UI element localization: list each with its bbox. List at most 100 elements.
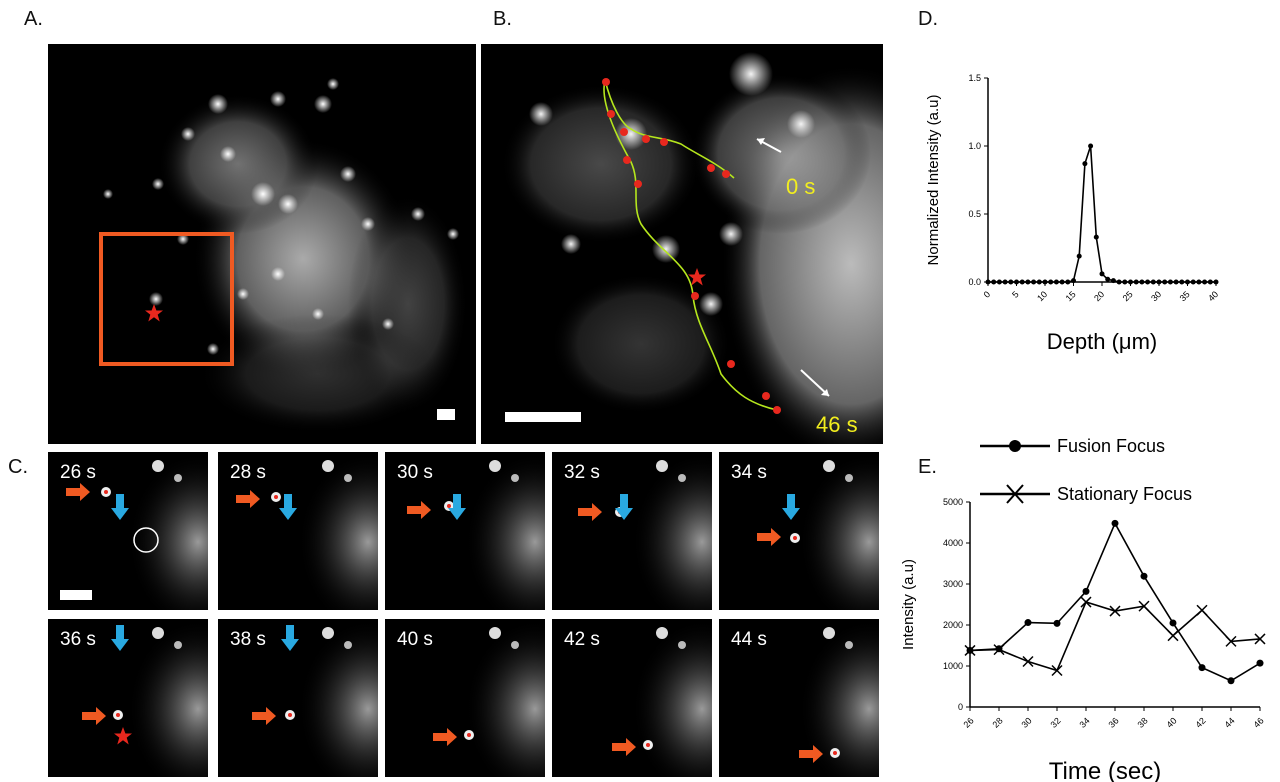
data-point xyxy=(964,644,976,656)
timelapse-frame: 32 s xyxy=(552,452,712,610)
data-point xyxy=(1173,279,1179,285)
x-tick-label: 10 xyxy=(1035,289,1049,303)
bright-spot xyxy=(489,460,501,472)
data-point xyxy=(1059,279,1065,285)
timelapse-frame: 36 s xyxy=(48,619,208,777)
bright-spot xyxy=(845,474,853,482)
bright-spot xyxy=(656,460,668,472)
data-point xyxy=(1080,596,1092,608)
y-tick-label: 3000 xyxy=(943,579,963,589)
y-tick-label: 5000 xyxy=(943,497,963,507)
x-tick-label: 42 xyxy=(1194,716,1208,730)
data-point xyxy=(1082,161,1088,167)
data-point xyxy=(1093,234,1099,240)
orange-arrow-icon xyxy=(578,503,602,521)
data-point xyxy=(1053,619,1061,627)
x-tick-label: 28 xyxy=(991,716,1005,730)
data-point xyxy=(1133,279,1139,285)
data-point xyxy=(1048,279,1054,285)
y-tick-label: 4000 xyxy=(943,538,963,548)
x-axis-label: Time (sec) xyxy=(1049,758,1161,782)
blue-arrow-icon xyxy=(279,494,297,520)
blue-arrow-icon xyxy=(448,494,466,520)
x-tick-label: 46 xyxy=(1252,716,1266,730)
bright-spot xyxy=(845,641,853,649)
red-dot-marker xyxy=(288,713,292,717)
data-point xyxy=(1071,278,1076,284)
x-tick-label: 44 xyxy=(1223,716,1237,730)
data-point xyxy=(1053,279,1059,285)
y-tick-label: 0 xyxy=(958,702,963,712)
cell-glow xyxy=(632,452,712,610)
blue-arrow-icon xyxy=(111,625,129,651)
blue-arrow-icon xyxy=(281,625,299,651)
frame-timestamp: 34 s xyxy=(731,462,767,483)
data-point xyxy=(1065,279,1071,285)
bright-spot xyxy=(344,474,352,482)
panel-label-c: C. xyxy=(8,456,28,478)
legend-label: Stationary Focus xyxy=(1057,484,1192,504)
panel-label-b: B. xyxy=(493,8,512,30)
cell-glow xyxy=(128,452,208,610)
legend-label: Fusion Focus xyxy=(1057,436,1165,456)
cell-glow xyxy=(128,619,208,777)
data-point xyxy=(1042,279,1048,285)
x-tick-label: 30 xyxy=(1020,716,1034,730)
cell-glow xyxy=(632,619,712,777)
timestamp-end: 46 s xyxy=(816,412,858,437)
y-tick-label: 0.0 xyxy=(968,277,981,287)
data-point xyxy=(1122,279,1128,285)
red-dot-marker xyxy=(467,733,471,737)
data-point xyxy=(1024,619,1032,627)
frame-timestamp: 42 s xyxy=(564,629,600,650)
frame-timestamp: 28 s xyxy=(230,462,266,483)
y-tick-label: 2000 xyxy=(943,620,963,630)
timelapse-frame: 26 s xyxy=(48,452,208,610)
cell-glow xyxy=(298,619,378,777)
data-point xyxy=(1256,659,1264,667)
blue-arrow-icon xyxy=(615,494,633,520)
x-tick-label: 34 xyxy=(1078,716,1092,730)
x-tick-label: 30 xyxy=(1149,289,1163,303)
timelapse-frame: 30 s xyxy=(385,452,545,610)
highlight-circle xyxy=(133,527,159,553)
bright-spot xyxy=(678,641,686,649)
data-point xyxy=(1139,279,1145,285)
x-tick-label: 15 xyxy=(1064,289,1078,303)
y-tick-label: 1000 xyxy=(943,661,963,671)
data-point xyxy=(1111,519,1119,527)
data-point xyxy=(1116,279,1122,285)
data-point xyxy=(1179,279,1185,285)
bright-spot xyxy=(511,641,519,649)
x-axis-label: Depth (μm) xyxy=(1047,329,1157,354)
series-line xyxy=(969,521,1261,682)
data-point xyxy=(1196,604,1208,616)
data-point xyxy=(1008,279,1014,285)
orange-arrow-icon xyxy=(66,483,90,501)
scale-bar xyxy=(437,409,455,420)
timelapse-frame: 38 s xyxy=(218,619,378,777)
data-point xyxy=(1207,279,1213,285)
panel-label-e: E. xyxy=(918,456,937,478)
bright-spot xyxy=(823,460,835,472)
bright-spot xyxy=(511,474,519,482)
orange-arrow-icon xyxy=(82,707,106,725)
x-tick-label: 40 xyxy=(1206,289,1220,303)
data-point xyxy=(1002,279,1008,285)
blue-arrow-icon xyxy=(111,494,129,520)
x-tick-label: 32 xyxy=(1049,716,1063,730)
y-tick-label: 1.0 xyxy=(968,141,981,151)
data-point xyxy=(1105,276,1111,282)
data-point xyxy=(1022,655,1034,668)
x-tick-label: 38 xyxy=(1136,716,1150,730)
x-tick-label: 5 xyxy=(1010,289,1021,300)
x-tick-label: 36 xyxy=(1107,716,1121,730)
bright-spot xyxy=(174,474,182,482)
data-point xyxy=(1082,587,1090,595)
data-point xyxy=(1088,143,1094,149)
x-tick-label: 26 xyxy=(962,716,976,730)
cell-glow xyxy=(465,619,545,777)
data-point xyxy=(1109,605,1121,617)
timestamp-start: 0 s xyxy=(786,174,816,199)
panel-label-a: A. xyxy=(24,8,43,30)
